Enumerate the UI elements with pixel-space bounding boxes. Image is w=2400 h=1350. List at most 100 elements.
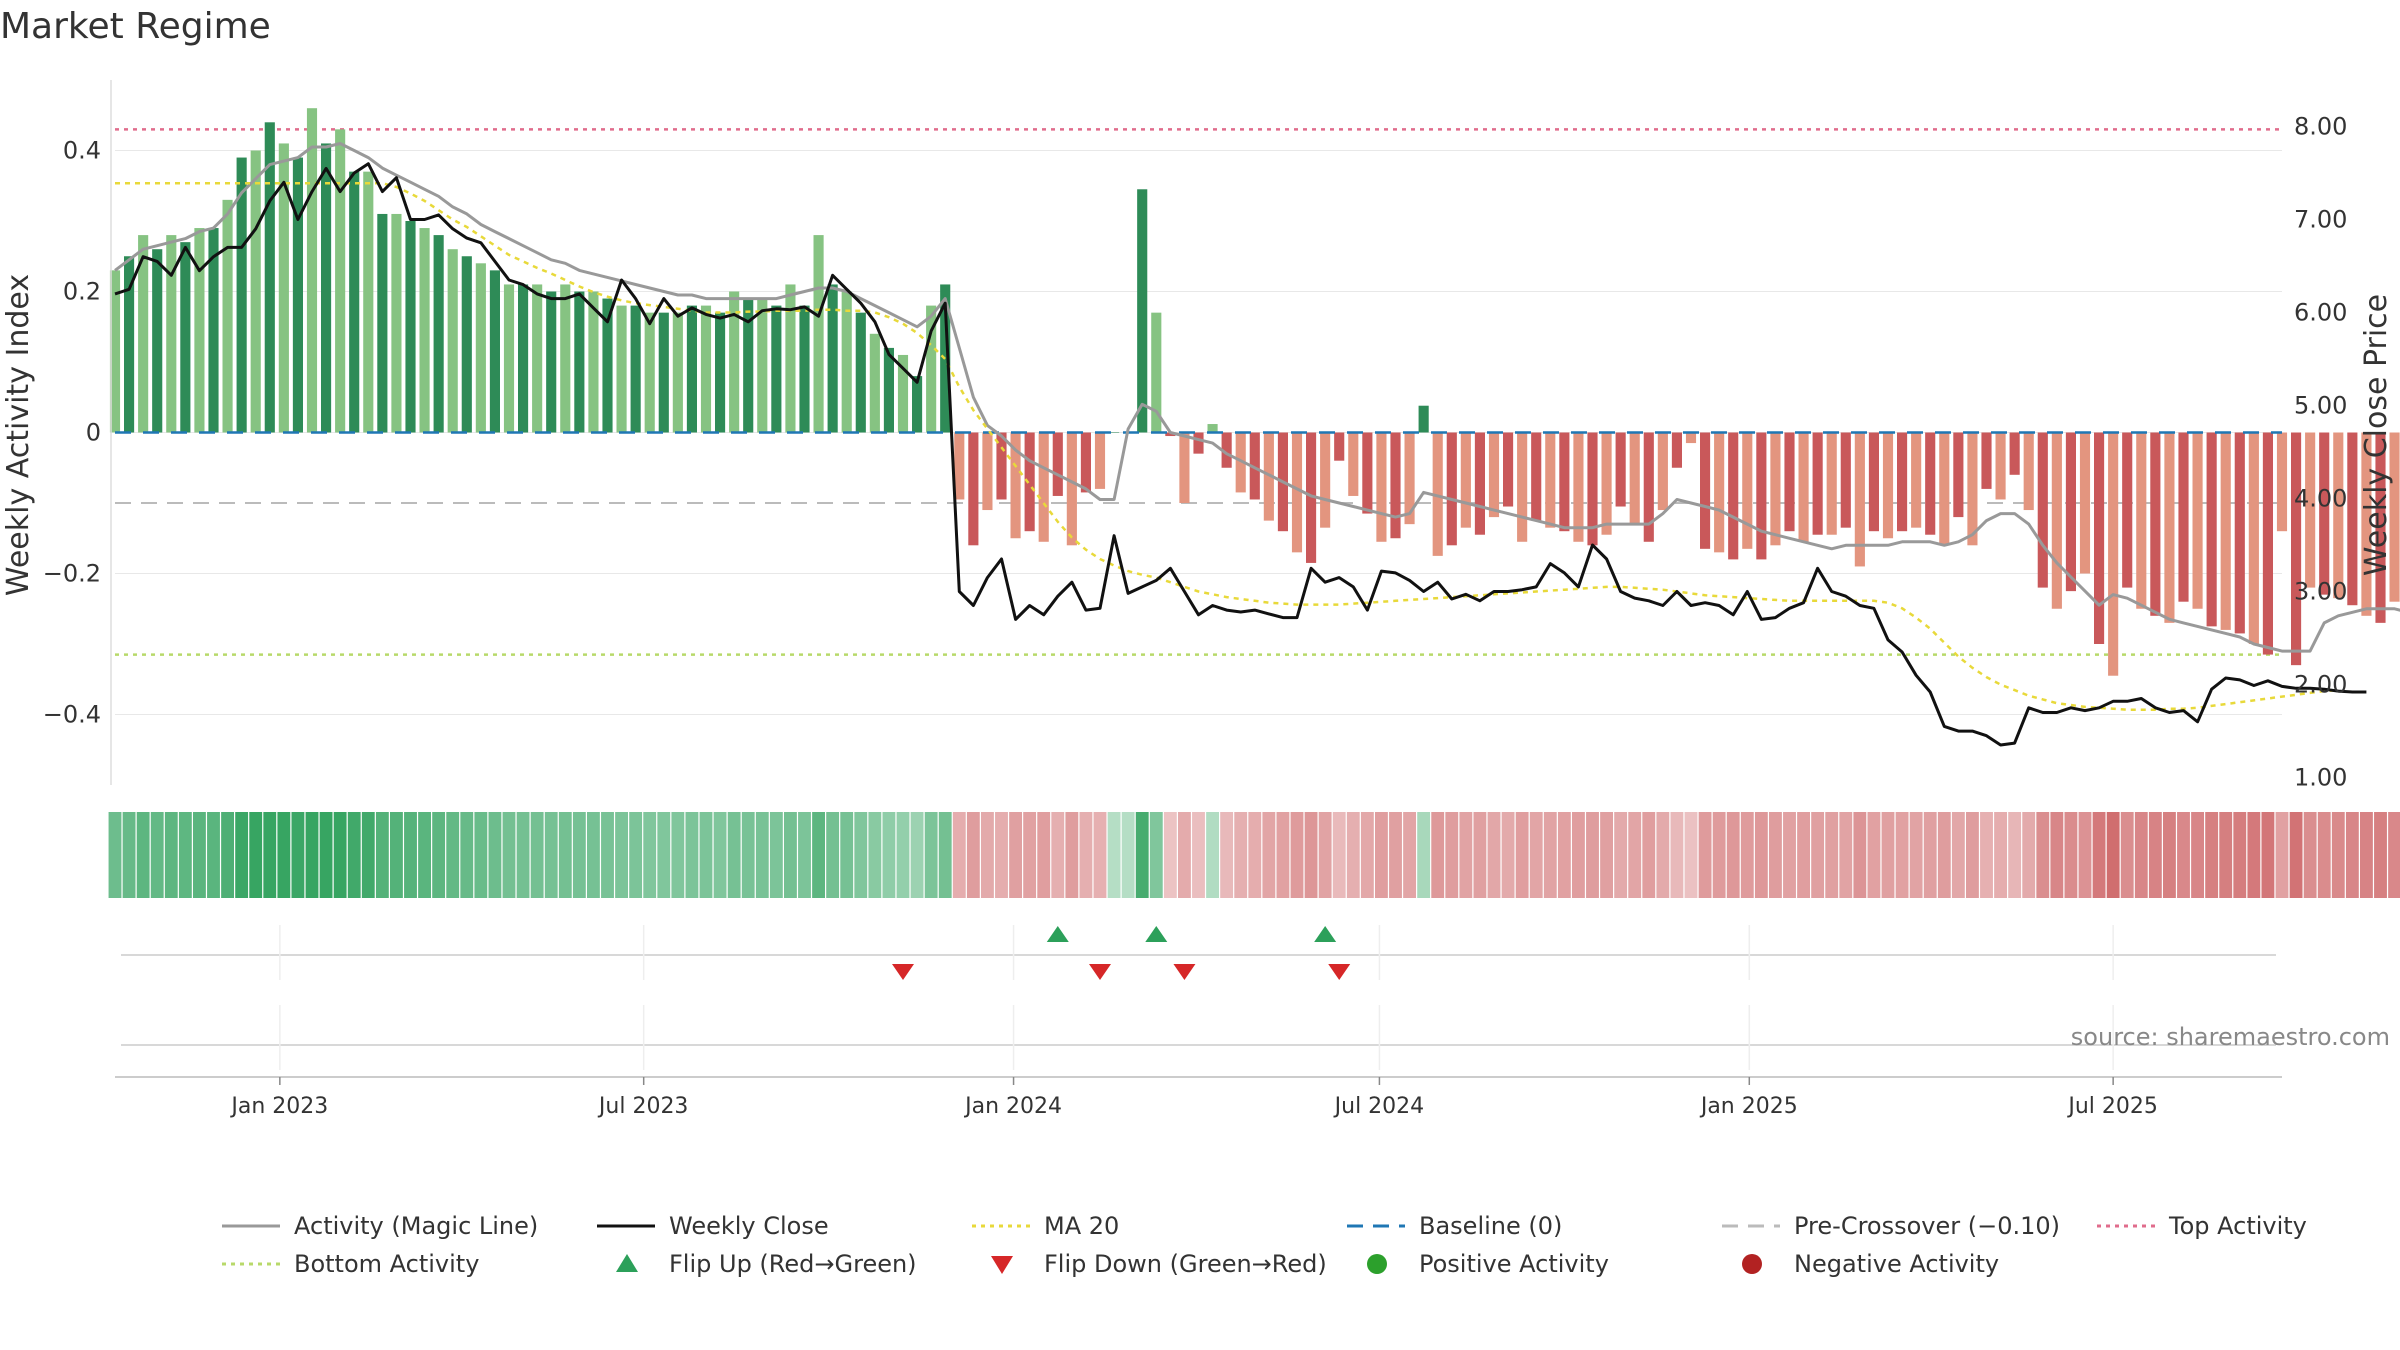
ribbon-cell: [2106, 812, 2120, 898]
ribbon-cell: [1037, 812, 1051, 898]
ribbon-cell: [2036, 812, 2050, 898]
y-right-tick-label: 5.00: [2294, 392, 2347, 420]
activity-bar: [1868, 432, 1879, 532]
ribbon-cell: [1403, 812, 1417, 898]
legend-item: Flip Up (Red→Green): [616, 1250, 917, 1278]
ribbon-cell: [1867, 812, 1881, 898]
ribbon-cell: [699, 812, 713, 898]
ribbon-cell: [1712, 812, 1726, 898]
legend-label: MA 20: [1044, 1212, 1119, 1240]
activity-bar: [2248, 432, 2259, 644]
ribbon-cell: [2078, 812, 2092, 898]
ribbon-cell: [178, 812, 192, 898]
activity-bar: [2108, 432, 2119, 676]
activity-bar: [1418, 405, 1429, 433]
ribbon-cell: [2162, 812, 2176, 898]
activity-bar: [841, 291, 852, 433]
ribbon-cell: [277, 812, 291, 898]
ribbon-cell: [1079, 812, 1093, 898]
legend-item: Top Activity: [2097, 1212, 2307, 1240]
ribbon-cell: [375, 812, 389, 898]
activity-bar: [1306, 432, 1317, 563]
activity-bar: [2319, 432, 2330, 595]
ribbon-cell: [1360, 812, 1374, 898]
legend-item: Negative Activity: [1742, 1250, 1999, 1278]
ribbon-cell: [1684, 812, 1698, 898]
activity-bar: [1348, 432, 1359, 496]
legend-label: Flip Down (Green→Red): [1044, 1250, 1327, 1278]
activity-bar: [1193, 432, 1204, 454]
activity-bar: [1066, 432, 1077, 546]
ribbon-cell: [2233, 812, 2247, 898]
activity-bar: [1334, 432, 1345, 461]
legend-label: Top Activity: [2168, 1212, 2307, 1240]
ribbon-cell: [1614, 812, 1628, 898]
ribbon-cell: [1965, 812, 1979, 898]
ribbon-cell: [1009, 812, 1023, 898]
x-tick-label: Jan 2023: [229, 1094, 328, 1119]
activity-bar: [996, 432, 1007, 500]
ribbon-cell: [1656, 812, 1670, 898]
activity-bar: [2065, 432, 2076, 592]
activity-bar: [1038, 432, 1049, 542]
activity-bar: [1249, 432, 1260, 500]
activity-bar: [968, 432, 979, 546]
ribbon-cell: [2064, 812, 2078, 898]
legend-label: Weekly Close: [669, 1212, 829, 1240]
ribbon-cell: [910, 812, 924, 898]
ribbon-cell: [1698, 812, 1712, 898]
activity-bar: [1854, 432, 1865, 567]
ribbon-cell: [389, 812, 403, 898]
ribbon-cell: [1515, 812, 1529, 898]
activity-bar: [630, 305, 641, 433]
activity-bar: [1376, 432, 1387, 542]
x-tick-label: Jul 2025: [2066, 1094, 2158, 1119]
ribbon-cell: [2148, 812, 2162, 898]
ma20-series: [115, 181, 2339, 711]
ribbon-cell: [2317, 812, 2331, 898]
ribbon-cell: [1149, 812, 1163, 898]
magic-line-series: [114, 142, 2400, 653]
activity-bar: [1291, 432, 1303, 553]
ribbon-cell: [544, 812, 558, 898]
ribbon-cell: [1994, 812, 2008, 898]
activity-bar: [1840, 432, 1851, 528]
ribbon-cell: [530, 812, 544, 898]
activity-bar: [1798, 432, 1809, 542]
activity-bar: [912, 376, 923, 433]
ribbon-cell: [868, 812, 882, 898]
ribbon-cell: [1768, 812, 1782, 898]
ribbon-cell: [1121, 812, 1135, 898]
activity-bar: [2347, 432, 2358, 606]
ribbon-cell: [1459, 812, 1473, 898]
activity-bars: [109, 108, 2400, 676]
ribbon-cell: [2050, 812, 2064, 898]
ribbon-cell: [249, 812, 263, 898]
activity-bar: [1573, 432, 1584, 542]
activity-bar: [180, 242, 191, 433]
ribbon-cell: [1586, 812, 1599, 898]
activity-bar: [1503, 432, 1514, 507]
activity-bar: [377, 213, 388, 433]
flip-down-marker: [892, 964, 914, 980]
y-right-tick-label: 7.00: [2294, 206, 2347, 234]
ribbon-cell: [1093, 812, 1107, 898]
activity-bar: [166, 235, 177, 433]
ribbon-cell: [1811, 812, 1825, 898]
activity-bar: [813, 235, 824, 433]
activity-bar: [1629, 432, 1640, 525]
activity-bar: [658, 312, 669, 433]
activity-bar: [1010, 432, 1021, 539]
activity-bar: [2037, 432, 2048, 588]
ribbon-cell: [1417, 812, 1431, 898]
activity-bar: [2234, 432, 2245, 634]
ribbon-cell: [347, 812, 361, 898]
ribbon-cell: [460, 812, 474, 898]
activity-bar: [2305, 432, 2316, 588]
ribbon-cell: [446, 812, 460, 898]
ribbon-cell: [164, 812, 178, 898]
ribbon-cell: [474, 812, 488, 898]
ribbon-cell: [1909, 812, 1923, 898]
activity-bar: [1700, 432, 1711, 549]
activity-bar: [2192, 432, 2203, 609]
